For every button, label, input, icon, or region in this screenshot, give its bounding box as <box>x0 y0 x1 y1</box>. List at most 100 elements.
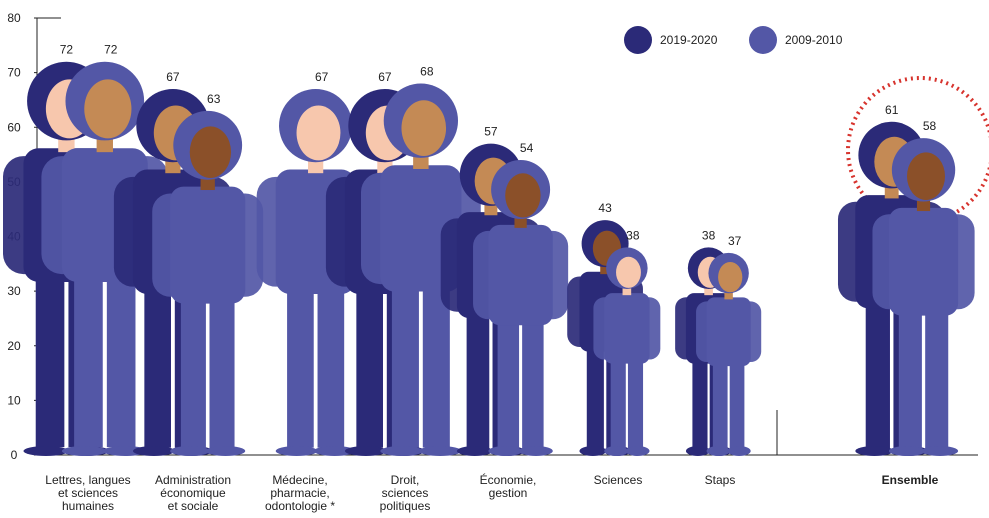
legend-swatch <box>624 26 652 54</box>
leg <box>497 307 520 450</box>
face <box>718 261 743 293</box>
figure <box>872 138 975 456</box>
legend-label: 2019-2020 <box>660 33 718 47</box>
y-tick-label: 80 <box>7 11 21 25</box>
leg <box>287 272 314 448</box>
foot <box>418 446 462 456</box>
foot <box>456 446 493 456</box>
y-tick-label: 70 <box>7 66 21 80</box>
leg <box>356 272 383 448</box>
value-label: 38 <box>702 228 716 242</box>
face <box>189 126 232 178</box>
leg <box>729 353 745 451</box>
foot <box>579 446 607 456</box>
foot <box>488 446 523 456</box>
x-tick-label: Lettres, langues et sciences humaines <box>45 473 130 513</box>
leg <box>610 351 626 451</box>
body <box>488 224 553 326</box>
foot <box>727 446 751 456</box>
value-label: 38 <box>626 228 640 242</box>
value-label: 57 <box>484 125 498 139</box>
foot <box>604 446 628 456</box>
legend-swatch <box>749 26 777 54</box>
value-label: 61 <box>885 103 899 117</box>
leg <box>180 282 206 449</box>
value-label: 63 <box>207 92 221 106</box>
leg <box>144 272 171 448</box>
leg <box>712 353 728 451</box>
value-label: 54 <box>520 141 534 155</box>
foot <box>519 446 553 456</box>
face <box>505 173 541 218</box>
leg <box>692 351 708 451</box>
foot <box>23 446 69 456</box>
foot <box>61 446 107 456</box>
y-tick-label: 10 <box>7 393 21 407</box>
foot <box>706 446 730 456</box>
figure <box>696 252 762 456</box>
value-label: 67 <box>315 70 329 84</box>
x-tick-label: Sciences <box>594 473 643 487</box>
foot <box>921 446 959 456</box>
foot <box>170 446 210 456</box>
legend-label: 2009-2010 <box>785 33 843 47</box>
x-tick-label: Administration économique et sociale <box>155 473 231 513</box>
value-label: 43 <box>598 201 612 215</box>
neck <box>704 282 713 296</box>
value-label: 67 <box>378 70 392 84</box>
body <box>888 207 959 316</box>
leg <box>898 296 922 449</box>
face <box>401 100 447 156</box>
foot <box>275 446 318 456</box>
value-label: 37 <box>728 234 742 248</box>
figure <box>360 83 481 456</box>
y-tick-label: 20 <box>7 339 21 353</box>
face <box>296 105 341 161</box>
value-label: 72 <box>104 43 118 57</box>
x-tick-label: Médecine, pharmacie, odontologie * <box>265 473 335 513</box>
body <box>170 186 246 304</box>
value-label: 58 <box>923 119 937 133</box>
x-tick-label: Droit, sciences politiques <box>380 473 431 513</box>
neck <box>622 282 632 296</box>
leg <box>627 351 644 451</box>
face <box>906 152 946 200</box>
x-tick-label: Staps <box>705 473 736 487</box>
leg <box>35 258 65 448</box>
foot <box>132 446 175 456</box>
y-tick-label: 0 <box>11 448 18 462</box>
foot <box>685 446 710 456</box>
foot <box>855 446 894 456</box>
leg <box>522 307 544 450</box>
face <box>616 256 641 288</box>
x-tick-label: Économie, gestion <box>480 472 537 500</box>
value-label: 68 <box>420 65 434 79</box>
body <box>604 293 650 364</box>
neck <box>724 287 733 300</box>
foot <box>344 446 387 456</box>
leg <box>317 272 345 448</box>
figure <box>593 247 661 456</box>
leg <box>209 282 235 449</box>
body <box>706 297 751 367</box>
foot <box>205 446 246 456</box>
figure <box>152 110 264 456</box>
y-tick-label: 60 <box>7 120 21 134</box>
leg <box>466 299 490 449</box>
foot <box>313 446 356 456</box>
leg <box>586 337 604 451</box>
leg <box>106 258 136 448</box>
figure <box>473 160 569 456</box>
foot <box>380 446 423 456</box>
value-label: 72 <box>60 43 74 57</box>
leg <box>925 296 949 449</box>
leg <box>74 258 103 448</box>
leg <box>865 288 890 449</box>
foot <box>625 446 650 456</box>
y-tick-label: 30 <box>7 284 21 298</box>
x-tick-label: Ensemble <box>882 473 939 487</box>
foot <box>888 446 926 456</box>
face <box>84 79 132 139</box>
value-label: 67 <box>166 70 180 84</box>
